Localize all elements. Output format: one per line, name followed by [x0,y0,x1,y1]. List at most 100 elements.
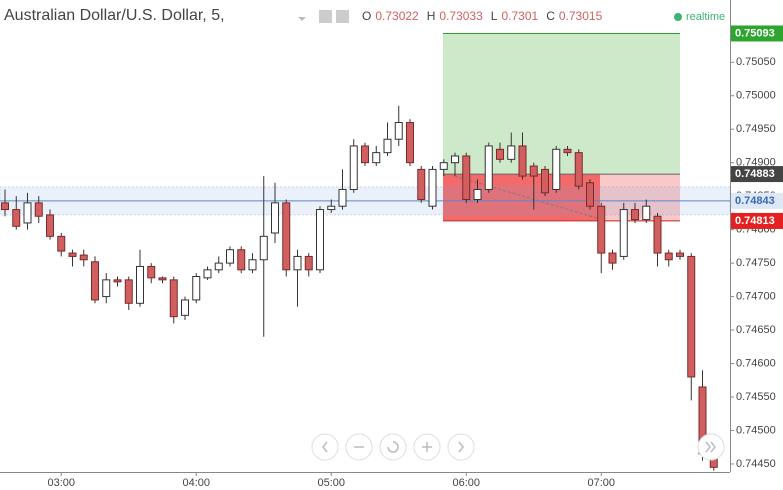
price-tag-label: 0.74883 [735,168,775,180]
y-tick-label: 0.75050 [736,56,776,68]
candle-body [327,205,336,211]
candle-body [214,262,223,271]
scroll-left-button[interactable] [311,433,339,461]
ohlc-key: C [546,9,555,23]
reset-button[interactable] [379,433,407,461]
candle-body [237,249,246,271]
x-tick-label: 07:00 [587,477,615,489]
candle-body [23,202,32,224]
candle-body [372,152,381,164]
candle-body [147,265,156,279]
candle-body [484,145,493,190]
candle-body [316,209,324,271]
ohlc-value: 0.73022 [375,9,419,23]
candle-body [417,168,426,201]
candle-body [552,148,561,190]
candle-body [259,235,268,261]
candle-body [541,168,549,194]
candle-body [304,255,313,271]
candle-body [631,209,639,221]
candle-body [507,145,516,160]
ohlc-value: 0.7301 [501,9,538,23]
candle-body [34,202,43,217]
y-tick-label: 0.74750 [736,257,776,269]
candle-body [226,249,234,264]
candle-body [361,145,369,164]
candle-body [293,255,302,271]
candle-body [406,122,414,164]
ohlc-key: L [491,9,498,23]
scroll-right-button[interactable] [447,433,475,461]
candle-body [586,182,594,207]
y-tick-label: 0.74600 [736,357,776,369]
candle-body [394,122,403,140]
labels: 0.74450 0.74500 0.74550 0.74600 0.74650 0.747… [47,25,783,489]
ohlc-key: H [427,9,436,23]
candle-body [136,265,144,304]
button-glyphs [322,441,716,453]
candle-body [338,188,347,207]
y-tick-label: 0.74500 [736,424,776,436]
candle-body [158,277,167,281]
candle-body [462,155,471,201]
candle-body [203,269,212,279]
candle-body [439,162,448,170]
y-tick-label: 0.74900 [736,157,776,169]
price-tag-label: 0.75093 [735,27,775,39]
candle-body [169,279,178,318]
candle-body [653,215,662,254]
risk-zone [600,174,680,221]
candle-body [181,299,189,316]
price-tag-label: 0.74843 [735,195,775,207]
candle-body [124,279,133,304]
candle-body [451,155,459,164]
candle-body [102,279,111,298]
camera-icon[interactable] [319,10,332,23]
candle-body [192,276,201,301]
candle-body [676,252,684,257]
candle-body [282,202,291,271]
x-tick-label: 05:00 [317,477,345,489]
risk-path [454,175,601,220]
x-tick-label: 06:00 [452,477,480,489]
candle-body [271,202,279,234]
price-tag-label: 0.74813 [735,215,775,227]
price-tag [731,212,783,229]
price-tag [731,25,783,42]
candle-body [529,165,538,177]
y-tick-label: 0.74550 [736,391,776,403]
ohlc-value: 0.73015 [559,9,603,23]
scroll-end-button[interactable] [697,433,725,461]
candle-body [248,259,257,271]
chart-title: Australian Dollar/U.S. Dollar, 5, [4,7,225,24]
x-tick-label: 03:00 [47,477,75,489]
candle-body [518,145,527,177]
x-tick-label: 04:00 [182,477,210,489]
ohlc-legend: O 0.73022 H 0.73033 L 0.7301 C 0.73015 [362,9,603,23]
y-tick-label: 0.75000 [736,90,776,102]
candle-body [574,152,583,187]
candle-body [473,188,482,201]
candle-body [597,205,606,254]
candle-body [496,148,504,160]
ohlc-key: O [362,9,371,23]
candle-body [563,148,572,154]
ohlc-value: 0.73033 [439,9,483,23]
candle-body [428,168,437,207]
candle-body [46,214,54,237]
candle-body [91,261,99,301]
candle-body [57,235,66,252]
y-tick-label: 0.74450 [736,458,776,470]
profit-zone [443,33,680,175]
candle-body [79,254,88,261]
candles [1,105,718,471]
position-tool [0,32,731,222]
candle-body [12,209,21,227]
candle-body [619,209,628,257]
zoom-controls [311,433,725,461]
settings-icon[interactable] [336,10,349,23]
dropdown-icon[interactable] [298,17,306,21]
status: realtime [686,11,725,23]
price-tag [731,192,783,209]
